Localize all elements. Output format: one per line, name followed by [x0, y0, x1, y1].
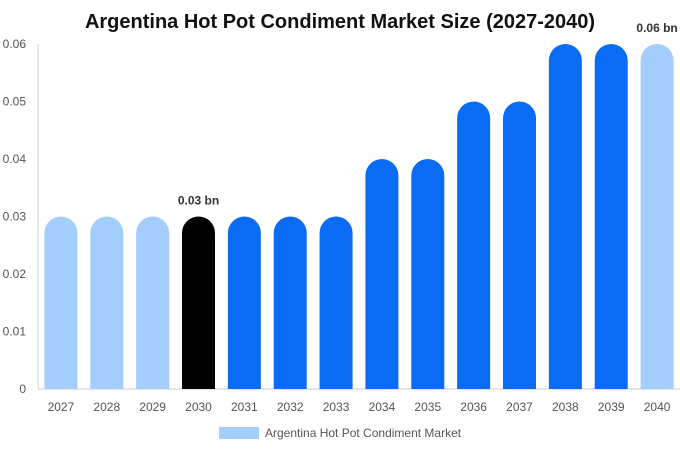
x-tick-label: 2032 [277, 400, 304, 414]
bar-2040 [640, 44, 674, 389]
bar-2039 [594, 44, 628, 389]
y-tick-label: 0.06 [3, 37, 27, 51]
y-tick-label: 0.01 [3, 325, 27, 339]
x-tick-label: 2030 [185, 400, 212, 414]
x-axis: 2027 2028 2029 2030 2031 2032 2033 2034 2035 2036… [38, 388, 680, 414]
bar-2030 [182, 216, 215, 389]
x-tick-label: 2037 [506, 400, 533, 414]
x-tick-label: 2040 [644, 400, 671, 414]
legend-swatch [219, 427, 259, 439]
x-tick-label: 2039 [598, 400, 625, 414]
bar-2032 [273, 216, 307, 389]
x-tick-label: 2033 [323, 400, 350, 414]
y-tick-label: 0.03 [3, 210, 27, 224]
bar-2035 [411, 159, 445, 389]
x-tick-label: 2031 [231, 400, 258, 414]
chart-title: Argentina Hot Pot Condiment Market Size … [85, 11, 595, 33]
data-label: 0.03 bn [178, 194, 219, 208]
bar-2034 [365, 159, 399, 389]
bar-2028 [90, 216, 124, 389]
legend-label: Argentina Hot Pot Condiment Market [265, 426, 462, 440]
x-tick-label: 2035 [414, 400, 441, 414]
data-label: 0.06 bn [636, 21, 677, 35]
x-tick-label: 2029 [139, 400, 166, 414]
x-tick-label: 2028 [93, 400, 120, 414]
legend: Argentina Hot Pot Condiment Market [219, 426, 462, 440]
x-tick-label: 2038 [552, 400, 579, 414]
bar-2031 [227, 216, 261, 389]
bar-2038 [548, 44, 582, 389]
y-tick-label: 0.02 [3, 267, 27, 281]
x-tick-label: 2036 [460, 400, 487, 414]
bar-2037 [503, 101, 536, 389]
x-tick-label: 2027 [48, 400, 75, 414]
bar-2029 [136, 216, 170, 389]
y-tick-label: 0.04 [3, 152, 27, 166]
bar-2033 [319, 216, 353, 389]
bar-2036 [457, 101, 491, 390]
bar-2027 [44, 216, 78, 389]
data-labels: 0.03 bn 0.06 bn [178, 21, 678, 208]
y-tick-label: 0.05 [3, 95, 27, 109]
y-axis: 0 0.01 0.02 0.03 0.04 0.05 0.06 [3, 37, 39, 396]
y-tick-label: 0 [19, 382, 26, 396]
x-tick-label: 2034 [369, 400, 396, 414]
bars [44, 44, 674, 390]
